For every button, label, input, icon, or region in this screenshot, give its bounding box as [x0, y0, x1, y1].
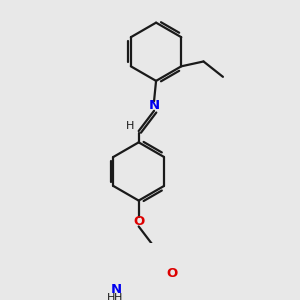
Text: N: N: [111, 283, 122, 296]
Text: N: N: [148, 100, 160, 112]
Text: O: O: [133, 215, 144, 228]
Text: O: O: [167, 267, 178, 280]
Text: H: H: [126, 121, 134, 131]
Text: H: H: [107, 292, 116, 300]
Text: H: H: [114, 292, 122, 300]
